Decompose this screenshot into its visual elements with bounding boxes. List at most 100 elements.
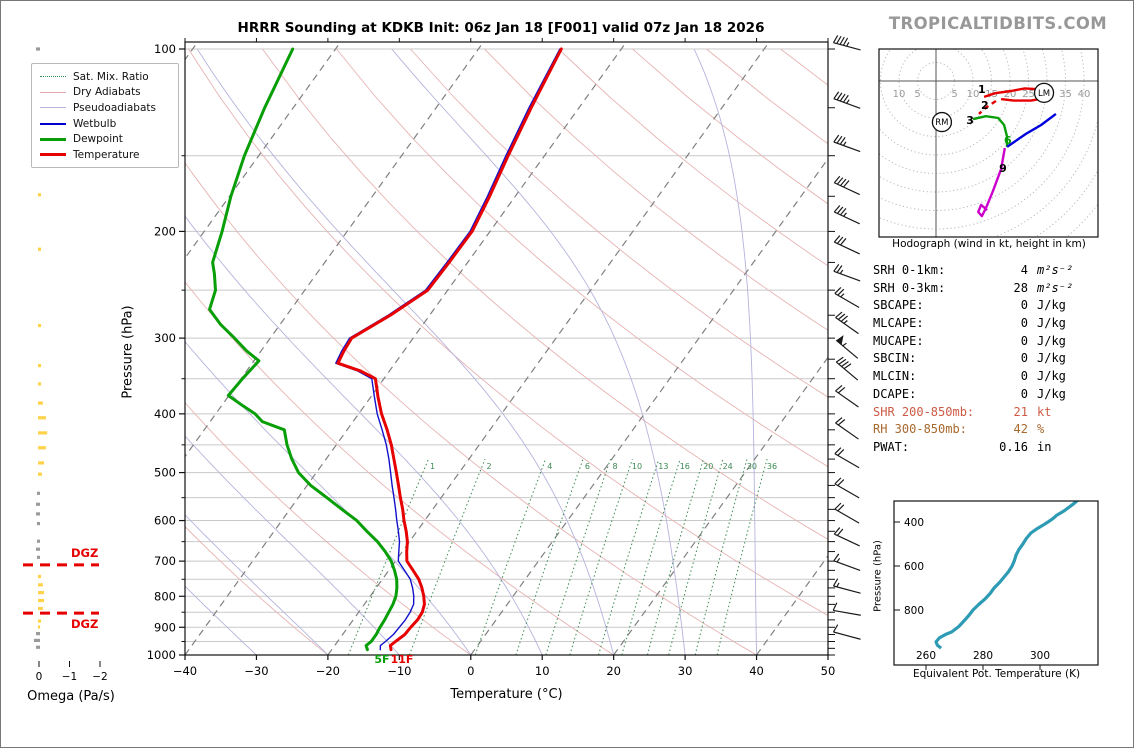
svg-text:25: 25 [1022, 89, 1035, 100]
omega-bar [36, 539, 40, 543]
thetae-curve-group [934, 501, 1079, 650]
svg-text:10: 10 [535, 664, 550, 678]
svg-text:3: 3 [966, 114, 974, 127]
hodograph-rings [879, 49, 1098, 237]
svg-text:11F: 11F [391, 653, 414, 666]
stat-value: 0 [1020, 369, 1028, 384]
svg-text:−2: −2 [92, 671, 107, 683]
legend-item: Sat. Mix. Ratio [40, 69, 172, 85]
dgz-label: DGZ [71, 617, 98, 631]
omega-bar [38, 416, 46, 420]
svg-text:2: 2 [487, 462, 492, 471]
svg-text:40: 40 [749, 664, 764, 678]
svg-text:800: 800 [154, 589, 176, 603]
svg-text:4: 4 [547, 462, 552, 471]
stat-unit: J/kg [1037, 386, 1066, 401]
omega-bar [38, 625, 41, 629]
legend-item-label: Dewpoint [73, 133, 123, 146]
thetae-panel: 260 280 300 400 600 800 [893, 500, 1099, 670]
stat-label: MLCAPE: [873, 316, 924, 331]
wind-barb [834, 502, 860, 524]
stat-value: 4 [1020, 263, 1028, 277]
svg-text:−30: −30 [244, 664, 268, 678]
stat-value: 0 [1020, 386, 1028, 401]
dewpoint-line-sample [40, 137, 66, 141]
svg-text:20: 20 [1004, 89, 1017, 100]
stat-unit: m²s⁻² [1037, 263, 1074, 277]
legend-item: Wetbulb [40, 116, 172, 132]
wind-barb [833, 91, 861, 109]
omega-bar [38, 323, 42, 328]
omega-bar [33, 638, 40, 642]
svg-text:900: 900 [154, 620, 176, 634]
pseudo-line-sample [40, 107, 66, 109]
svg-text:LM: LM [1038, 89, 1050, 99]
omega-bar [38, 364, 42, 368]
omega-bar [36, 512, 40, 516]
svg-text:5: 5 [914, 89, 920, 100]
legend: Sat. Mix. Ratio Dry Adiabats Pseudoadiabat… [31, 63, 179, 168]
temperature-line-sample [40, 153, 66, 157]
svg-text:280: 280 [973, 650, 993, 662]
stat-label: SHR 200-850mb: [873, 404, 975, 419]
stat-unit: J/kg [1037, 298, 1066, 313]
stat-value: 21 [1013, 404, 1028, 419]
hodo-6-9km [1006, 112, 1057, 148]
stat-label: SRH 0-1km: [873, 263, 946, 277]
stat-row: RH 300-850mb: 42% [873, 422, 1081, 440]
wind-barb [833, 175, 860, 196]
svg-text:0: 0 [36, 671, 43, 683]
stat-row: SRH 0-1km: 4 m²s⁻² [873, 263, 1081, 281]
svg-text:16: 16 [680, 462, 690, 471]
hodo-3-6km [972, 114, 1009, 147]
omega-bar [38, 461, 45, 465]
stat-unit: kt [1037, 404, 1052, 419]
legend-item-label: Wetbulb [73, 117, 117, 130]
svg-text:600: 600 [904, 561, 924, 573]
omega-bar [36, 645, 40, 649]
legend-item: Dry Adiabats [40, 85, 172, 101]
stat-unit: m²s⁻² [1037, 280, 1074, 295]
svg-text:700: 700 [154, 554, 176, 568]
wind-barb [835, 335, 859, 359]
stat-row: SBCIN: 0 J/kg [873, 351, 1081, 369]
stat-unit: J/kg [1037, 333, 1066, 348]
sounding-curves [208, 47, 563, 652]
svg-text:200: 200 [154, 224, 176, 238]
svg-text:300: 300 [1030, 650, 1050, 662]
svg-text:1000: 1000 [147, 648, 176, 662]
hodo-9km+ [977, 147, 1006, 218]
mixratio-line-sample [40, 76, 66, 78]
thetae-pressure-axis-label: Pressure (hPa) [872, 540, 884, 612]
stat-unit: in [1037, 439, 1052, 454]
dgz-label: DGZ [71, 546, 98, 560]
stat-unit: J/kg [1037, 351, 1066, 366]
stat-label: SBCAPE: [873, 298, 924, 313]
legend-item-label: Temperature [73, 148, 140, 161]
stat-row: SBCAPE: 0 J/kg [873, 298, 1081, 316]
svg-text:100: 100 [154, 42, 176, 56]
stat-row: SRH 0-3km: 28 m²s⁻² [873, 281, 1081, 299]
stat-label: MUCAPE: [873, 333, 924, 348]
legend-item: Temperature [40, 147, 172, 163]
stat-row: DCAPE: 0 J/kg [873, 387, 1081, 405]
legend-item-label: Dry Adiabats [73, 86, 141, 99]
svg-text:30: 30 [678, 664, 693, 678]
wind-barb [835, 311, 859, 335]
hodo-marker-RM: RM [931, 111, 953, 133]
wind-barb [833, 134, 861, 153]
stat-label: DCAPE: [873, 386, 917, 401]
omega-bar [36, 632, 40, 636]
thetae-curve [934, 501, 1079, 650]
stat-unit: J/kg [1037, 369, 1066, 384]
wind-barb [834, 477, 860, 499]
svg-text:0: 0 [467, 664, 474, 678]
stat-label: SBCIN: [873, 351, 917, 366]
svg-text:10: 10 [632, 462, 642, 471]
svg-text:13: 13 [658, 462, 668, 471]
omega-bar [38, 591, 45, 595]
